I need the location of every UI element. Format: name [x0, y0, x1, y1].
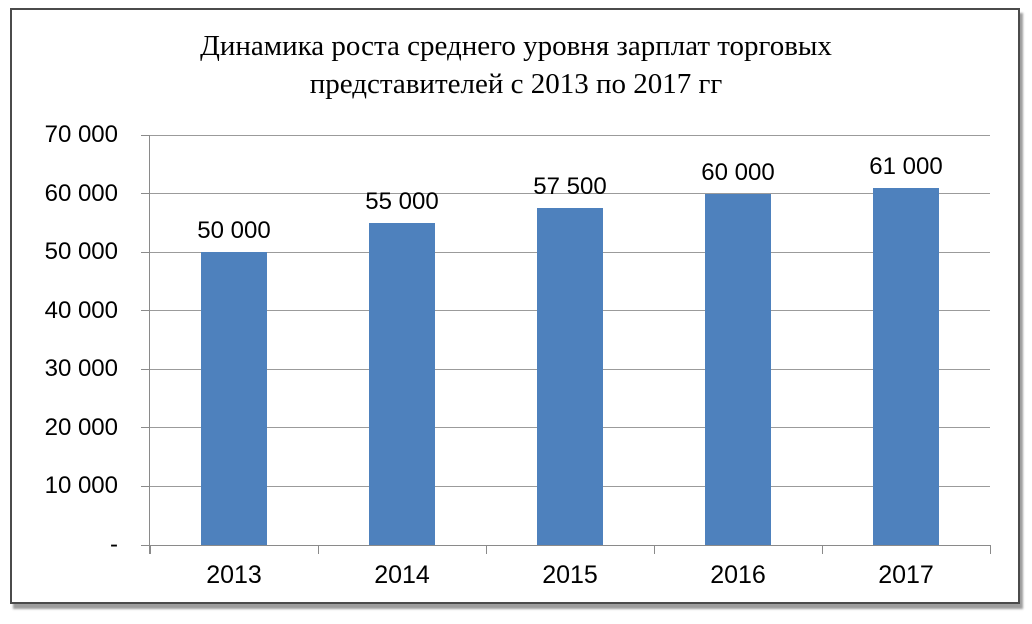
y-axis-label: 10 000	[44, 472, 118, 500]
x-axis-tick	[989, 545, 991, 554]
x-axis-tick	[485, 545, 487, 554]
x-axis-tick	[149, 545, 151, 554]
bar-value-label: 60 000	[701, 158, 775, 186]
y-axis-tick	[141, 193, 150, 195]
bar	[873, 187, 939, 545]
bar	[369, 222, 435, 545]
x-axis-tick	[317, 545, 319, 554]
chart-title: Динамика роста среднего уровня зарплат т…	[0, 27, 1032, 103]
x-axis-label: 2017	[878, 561, 934, 589]
x-axis-line	[141, 544, 990, 546]
y-axis-tick	[141, 485, 150, 487]
bar	[537, 208, 603, 545]
chart-title-line-1: Динамика роста среднего уровня зарплат т…	[200, 30, 832, 62]
chart-frame	[10, 8, 1020, 604]
x-axis-label: 2014	[374, 561, 430, 589]
y-axis-label: 20 000	[44, 413, 118, 441]
y-axis-tick	[141, 310, 150, 312]
y-axis-tick	[141, 251, 150, 253]
y-axis-tick	[141, 134, 150, 136]
y-axis-label: 50 000	[44, 238, 118, 266]
x-axis-label: 2016	[710, 561, 766, 589]
y-axis-tick	[141, 427, 150, 429]
x-axis-label: 2015	[542, 561, 598, 589]
bar-value-label: 61 000	[869, 152, 943, 180]
y-axis-tick	[141, 368, 150, 370]
gridline	[150, 134, 990, 136]
y-axis-label: 60 000	[44, 179, 118, 207]
bar-value-label: 57 500	[533, 173, 607, 201]
chart-title-line-2: представителей с 2013 по 2017 гг	[309, 68, 723, 100]
x-axis-label: 2013	[206, 561, 262, 589]
x-axis-tick	[653, 545, 655, 554]
y-axis-label: -	[110, 531, 118, 558]
y-axis-line	[149, 135, 150, 554]
y-axis-label: 70 000	[44, 121, 118, 148]
x-axis-tick	[821, 545, 823, 554]
y-axis-label: 30 000	[44, 355, 118, 383]
y-axis-label: 40 000	[44, 296, 118, 324]
bar	[201, 252, 267, 545]
bar	[705, 193, 771, 545]
bar-value-label: 50 000	[197, 217, 271, 245]
gridline	[150, 193, 990, 195]
bar-value-label: 55 000	[365, 187, 439, 215]
